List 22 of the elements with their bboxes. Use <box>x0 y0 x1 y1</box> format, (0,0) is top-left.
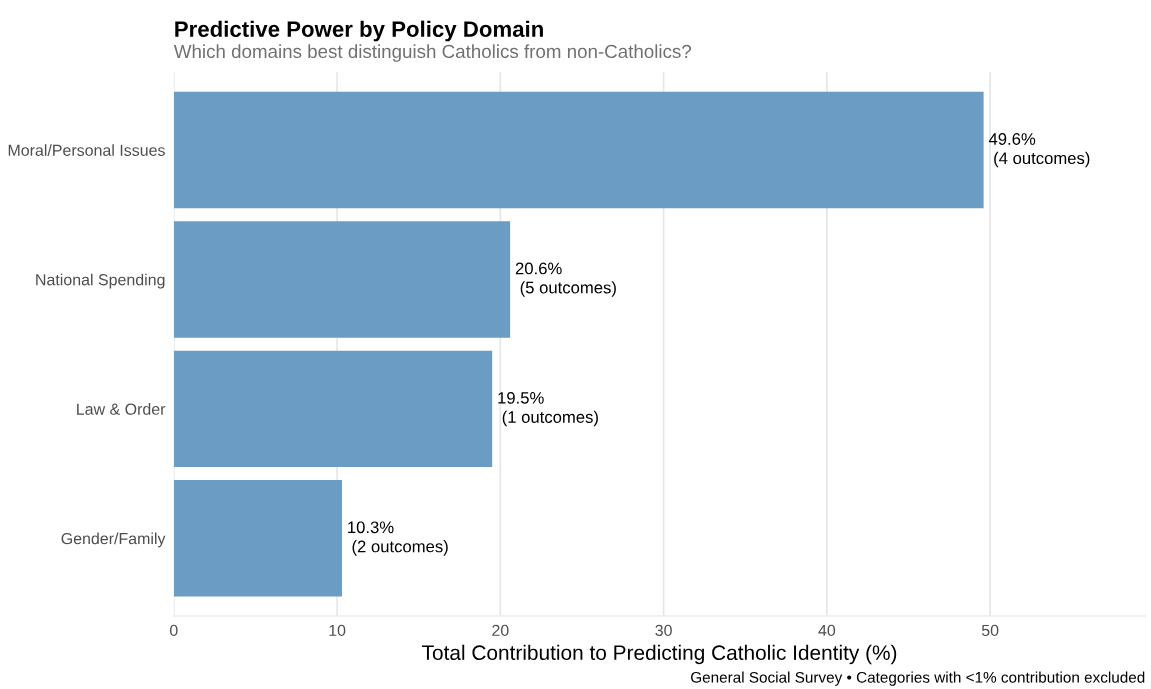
data-label: 10.3% (2 outcomes) <box>348 521 448 556</box>
y-tick-label: National Spending <box>36 273 165 289</box>
y-tick-label: Moral/Personal Issues <box>8 144 165 156</box>
x-tick-label: 20 <box>492 624 509 637</box>
y-tick-label: Law & Order <box>77 403 166 415</box>
x-tick-label: 10 <box>329 624 346 637</box>
bar <box>173 221 511 338</box>
chart-title: Predictive Power by Policy Domain <box>175 20 543 42</box>
data-label: 49.6% (4 outcomes) <box>988 133 1090 168</box>
data-label: 20.6% (5 outcomes) <box>515 262 616 297</box>
bar <box>173 480 342 597</box>
x-tick-label: 0 <box>169 624 178 637</box>
bar <box>173 91 984 209</box>
text: General Social Survey • Categories with <1% contribution excluded <box>691 671 1145 686</box>
y-tick-label: Gender/Family <box>61 532 166 548</box>
x-tick-label: 50 <box>981 624 999 637</box>
x-tick-label: 40 <box>818 624 836 637</box>
data-label: 19.5% (1 outcomes) <box>498 391 598 427</box>
x-tick-label: 30 <box>655 624 672 637</box>
x-axis-title: Total Contribution to Predicting Catholic Identity (%) <box>422 644 897 665</box>
bar <box>173 350 493 468</box>
chart-subtitle: Which domains best distinguish Catholics from non-Catholics? <box>173 44 692 62</box>
